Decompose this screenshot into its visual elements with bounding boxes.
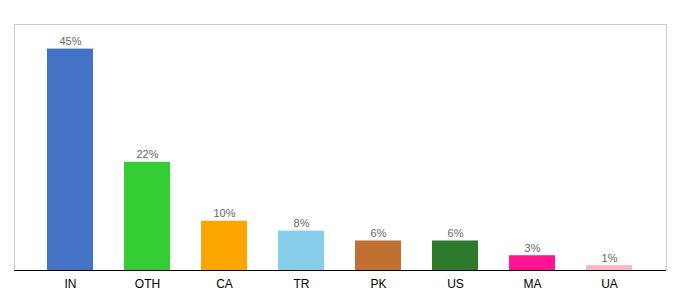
svg-text:6%: 6% [371,227,387,239]
svg-text:MA: MA [524,277,542,291]
svg-text:6%: 6% [448,227,464,239]
svg-text:22%: 22% [136,148,158,160]
svg-text:TR: TR [294,277,310,291]
svg-text:3%: 3% [525,242,541,254]
svg-text:UA: UA [601,277,618,291]
svg-text:OTH: OTH [135,277,160,291]
svg-text:CA: CA [216,277,233,291]
svg-text:1%: 1% [602,252,618,264]
svg-text:8%: 8% [294,217,310,229]
svg-text:IN: IN [65,277,77,291]
svg-text:PK: PK [370,277,386,291]
svg-text:45%: 45% [59,35,81,47]
svg-text:US: US [447,277,464,291]
svg-text:10%: 10% [213,207,235,219]
